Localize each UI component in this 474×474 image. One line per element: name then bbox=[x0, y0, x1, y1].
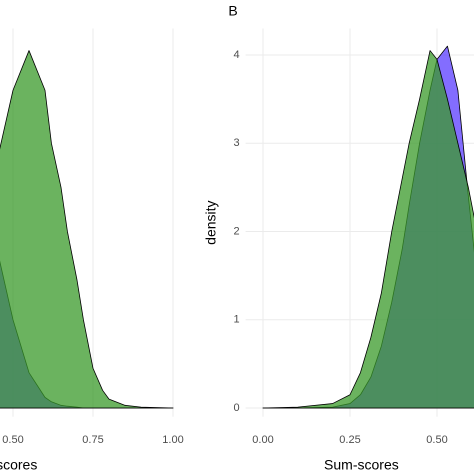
y-tick-label: 0 bbox=[233, 402, 239, 414]
y-axis-title: density bbox=[203, 200, 219, 244]
panel: 0.00 0.25 0.50 0 1 2 3 4 Sum-scores density B bbox=[203, 3, 474, 473]
y-tick-label: 1 bbox=[233, 314, 239, 326]
y-tick-label: 4 bbox=[233, 49, 239, 61]
y-tick-label: 2 bbox=[233, 225, 239, 237]
x-tick-label: 0.50 bbox=[426, 434, 447, 446]
figure-body: 0.50 0.75 1.00 Sum-scores 0.00 0.25 0.50 0 1 2 3 4 S… bbox=[0, 3, 474, 473]
x-axis-title: Sum-scores bbox=[324, 457, 399, 473]
x-tick-label: 0.75 bbox=[82, 434, 103, 446]
panel: 0.50 0.75 1.00 Sum-scores bbox=[0, 28, 184, 473]
density-area bbox=[0, 50, 174, 409]
density-area bbox=[262, 50, 474, 409]
x-tick-label: 0.25 bbox=[339, 434, 360, 446]
y-tick-label: 3 bbox=[233, 137, 239, 149]
plot-area bbox=[262, 45, 474, 409]
x-tick-label: 0.00 bbox=[252, 434, 273, 446]
panel-tag: B bbox=[228, 3, 237, 19]
plot-area bbox=[0, 50, 174, 409]
x-tick-label: 0.50 bbox=[2, 434, 23, 446]
x-tick-label: 1.00 bbox=[162, 434, 183, 446]
x-axis-title: Sum-scores bbox=[0, 457, 37, 473]
